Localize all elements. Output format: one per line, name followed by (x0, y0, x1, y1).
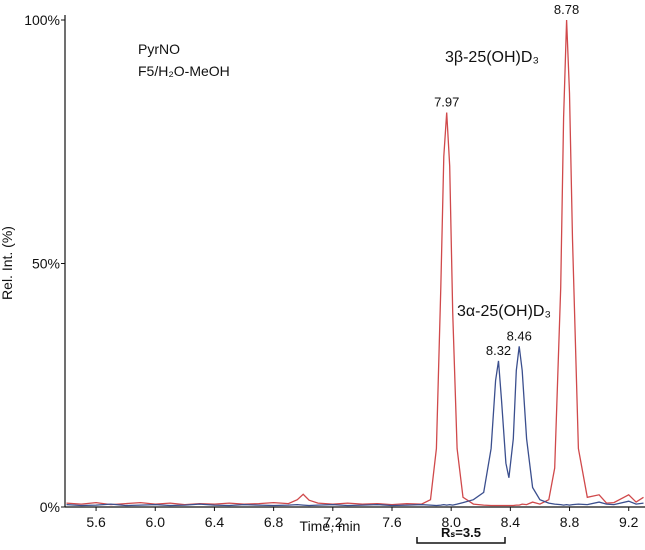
series-line (66, 346, 644, 507)
series-label: 3α-25(OH)D₃ (457, 303, 551, 320)
x-axis-label: Time, min (300, 518, 361, 534)
y-tick-label: 50% (32, 256, 60, 272)
peak-label: 7.97 (434, 95, 459, 110)
x-tick-label: 8.4 (501, 514, 521, 530)
series-label: 3β-25(OH)D₃ (445, 49, 539, 66)
annotation: F5/H₂O-MeOH (138, 63, 230, 79)
x-tick-label: 9.2 (619, 514, 639, 530)
peak-label: 8.46 (507, 328, 532, 343)
y-tick-label: 0% (40, 499, 60, 515)
x-tick-label: 8.8 (560, 514, 580, 530)
series-line (66, 19, 644, 507)
annotation: Rₛ=3.5 (441, 525, 481, 540)
y-tick-label: 100% (24, 12, 60, 28)
x-tick-label: 6.4 (205, 514, 225, 530)
x-tick-label: 7.2 (323, 514, 343, 530)
annotation: PyrNO (138, 41, 180, 57)
x-tick-label: 7.6 (382, 514, 402, 530)
x-tick-label: 6.0 (146, 514, 166, 530)
y-axis-label: Rel. Int. (%) (0, 226, 15, 300)
x-tick-label: 6.8 (264, 514, 284, 530)
resolution-bracket (416, 537, 506, 544)
peak-label: 8.32 (486, 343, 511, 358)
x-tick-label: 5.6 (86, 514, 106, 530)
x-tick-label: 8.0 (441, 514, 461, 530)
peak-label: 8.78 (554, 2, 579, 17)
